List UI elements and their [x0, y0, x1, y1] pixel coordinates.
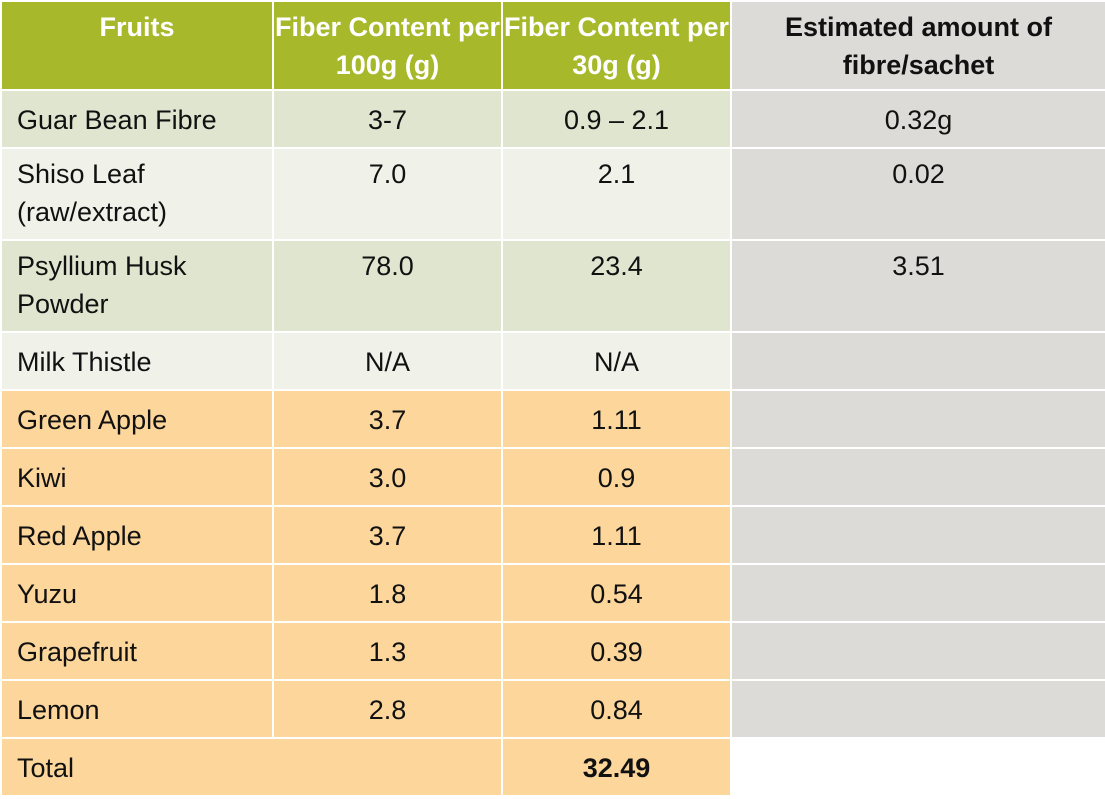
cell-per-100g: 1.3	[272, 621, 503, 681]
cell-per-30g: 2.1	[501, 147, 732, 241]
cell-per-100g: 3.7	[272, 505, 503, 565]
table-row: Grapefruit 1.3 0.39	[0, 621, 1105, 681]
table-row: Milk Thistle N/A N/A	[0, 331, 1105, 391]
cell-per-100g: 7.0	[272, 147, 503, 241]
header-fiber-per-30g: Fiber Content per 30g (g)	[501, 0, 732, 91]
cell-per-100g: 2.8	[272, 679, 503, 739]
cell-per-100g: 3-7	[272, 89, 503, 149]
total-label: Total	[0, 737, 503, 797]
cell-per-sachet: 3.51	[730, 239, 1105, 333]
cell-per-100g: 3.0	[272, 447, 503, 507]
cell-name: Psyllium Husk Powder	[0, 239, 274, 333]
cell-name: Shiso Leaf (raw/extract)	[0, 147, 274, 241]
cell-per-sachet: 0.02	[730, 147, 1105, 241]
cell-per-sachet	[730, 563, 1105, 623]
cell-per-30g: 0.84	[501, 679, 732, 739]
cell-per-sachet	[730, 447, 1105, 507]
cell-per-100g: 3.7	[272, 389, 503, 449]
table-row: Shiso Leaf (raw/extract) 7.0 2.1 0.02	[0, 147, 1105, 241]
cell-name: Green Apple	[0, 389, 274, 449]
header-fiber-per-100g: Fiber Content per 100g (g)	[272, 0, 503, 91]
cell-per-sachet	[730, 389, 1105, 449]
header-fibre-per-sachet: Estimated amount of fibre/sachet	[730, 0, 1105, 91]
table-row: Yuzu 1.8 0.54	[0, 563, 1105, 623]
cell-per-30g: 0.54	[501, 563, 732, 623]
cell-per-sachet	[730, 679, 1105, 739]
cell-per-100g: 1.8	[272, 563, 503, 623]
cell-name: Guar Bean Fibre	[0, 89, 274, 149]
cell-per-30g: 0.39	[501, 621, 732, 681]
cell-name: Kiwi	[0, 447, 274, 507]
cell-per-sachet	[730, 621, 1105, 681]
header-row: Fruits Fiber Content per 100g (g) Fiber …	[0, 0, 1105, 91]
total-row: Total 32.49	[0, 737, 1105, 797]
table-row: Kiwi 3.0 0.9	[0, 447, 1105, 507]
cell-per-100g: N/A	[272, 331, 503, 391]
header-fruits: Fruits	[0, 0, 274, 91]
table-row: Green Apple 3.7 1.11	[0, 389, 1105, 449]
table-row: Lemon 2.8 0.84	[0, 679, 1105, 739]
cell-name: Milk Thistle	[0, 331, 274, 391]
cell-per-30g: N/A	[501, 331, 732, 391]
cell-per-30g: 1.11	[501, 389, 732, 449]
cell-per-sachet	[730, 331, 1105, 391]
cell-per-30g: 0.9 – 2.1	[501, 89, 732, 149]
table-row: Guar Bean Fibre 3-7 0.9 – 2.1 0.32g	[0, 89, 1105, 149]
table-row: Red Apple 3.7 1.11	[0, 505, 1105, 565]
cell-per-30g: 23.4	[501, 239, 732, 333]
cell-per-30g: 0.9	[501, 447, 732, 507]
table-row: Psyllium Husk Powder 78.0 23.4 3.51	[0, 239, 1105, 333]
cell-name: Yuzu	[0, 563, 274, 623]
cell-per-30g: 1.11	[501, 505, 732, 565]
cell-per-sachet	[730, 505, 1105, 565]
cell-name: Lemon	[0, 679, 274, 739]
cell-per-100g: 78.0	[272, 239, 503, 333]
cell-per-sachet: 0.32g	[730, 89, 1105, 149]
empty-cell	[730, 737, 1105, 797]
cell-name: Red Apple	[0, 505, 274, 565]
cell-name: Grapefruit	[0, 621, 274, 681]
total-value: 32.49	[501, 737, 732, 797]
